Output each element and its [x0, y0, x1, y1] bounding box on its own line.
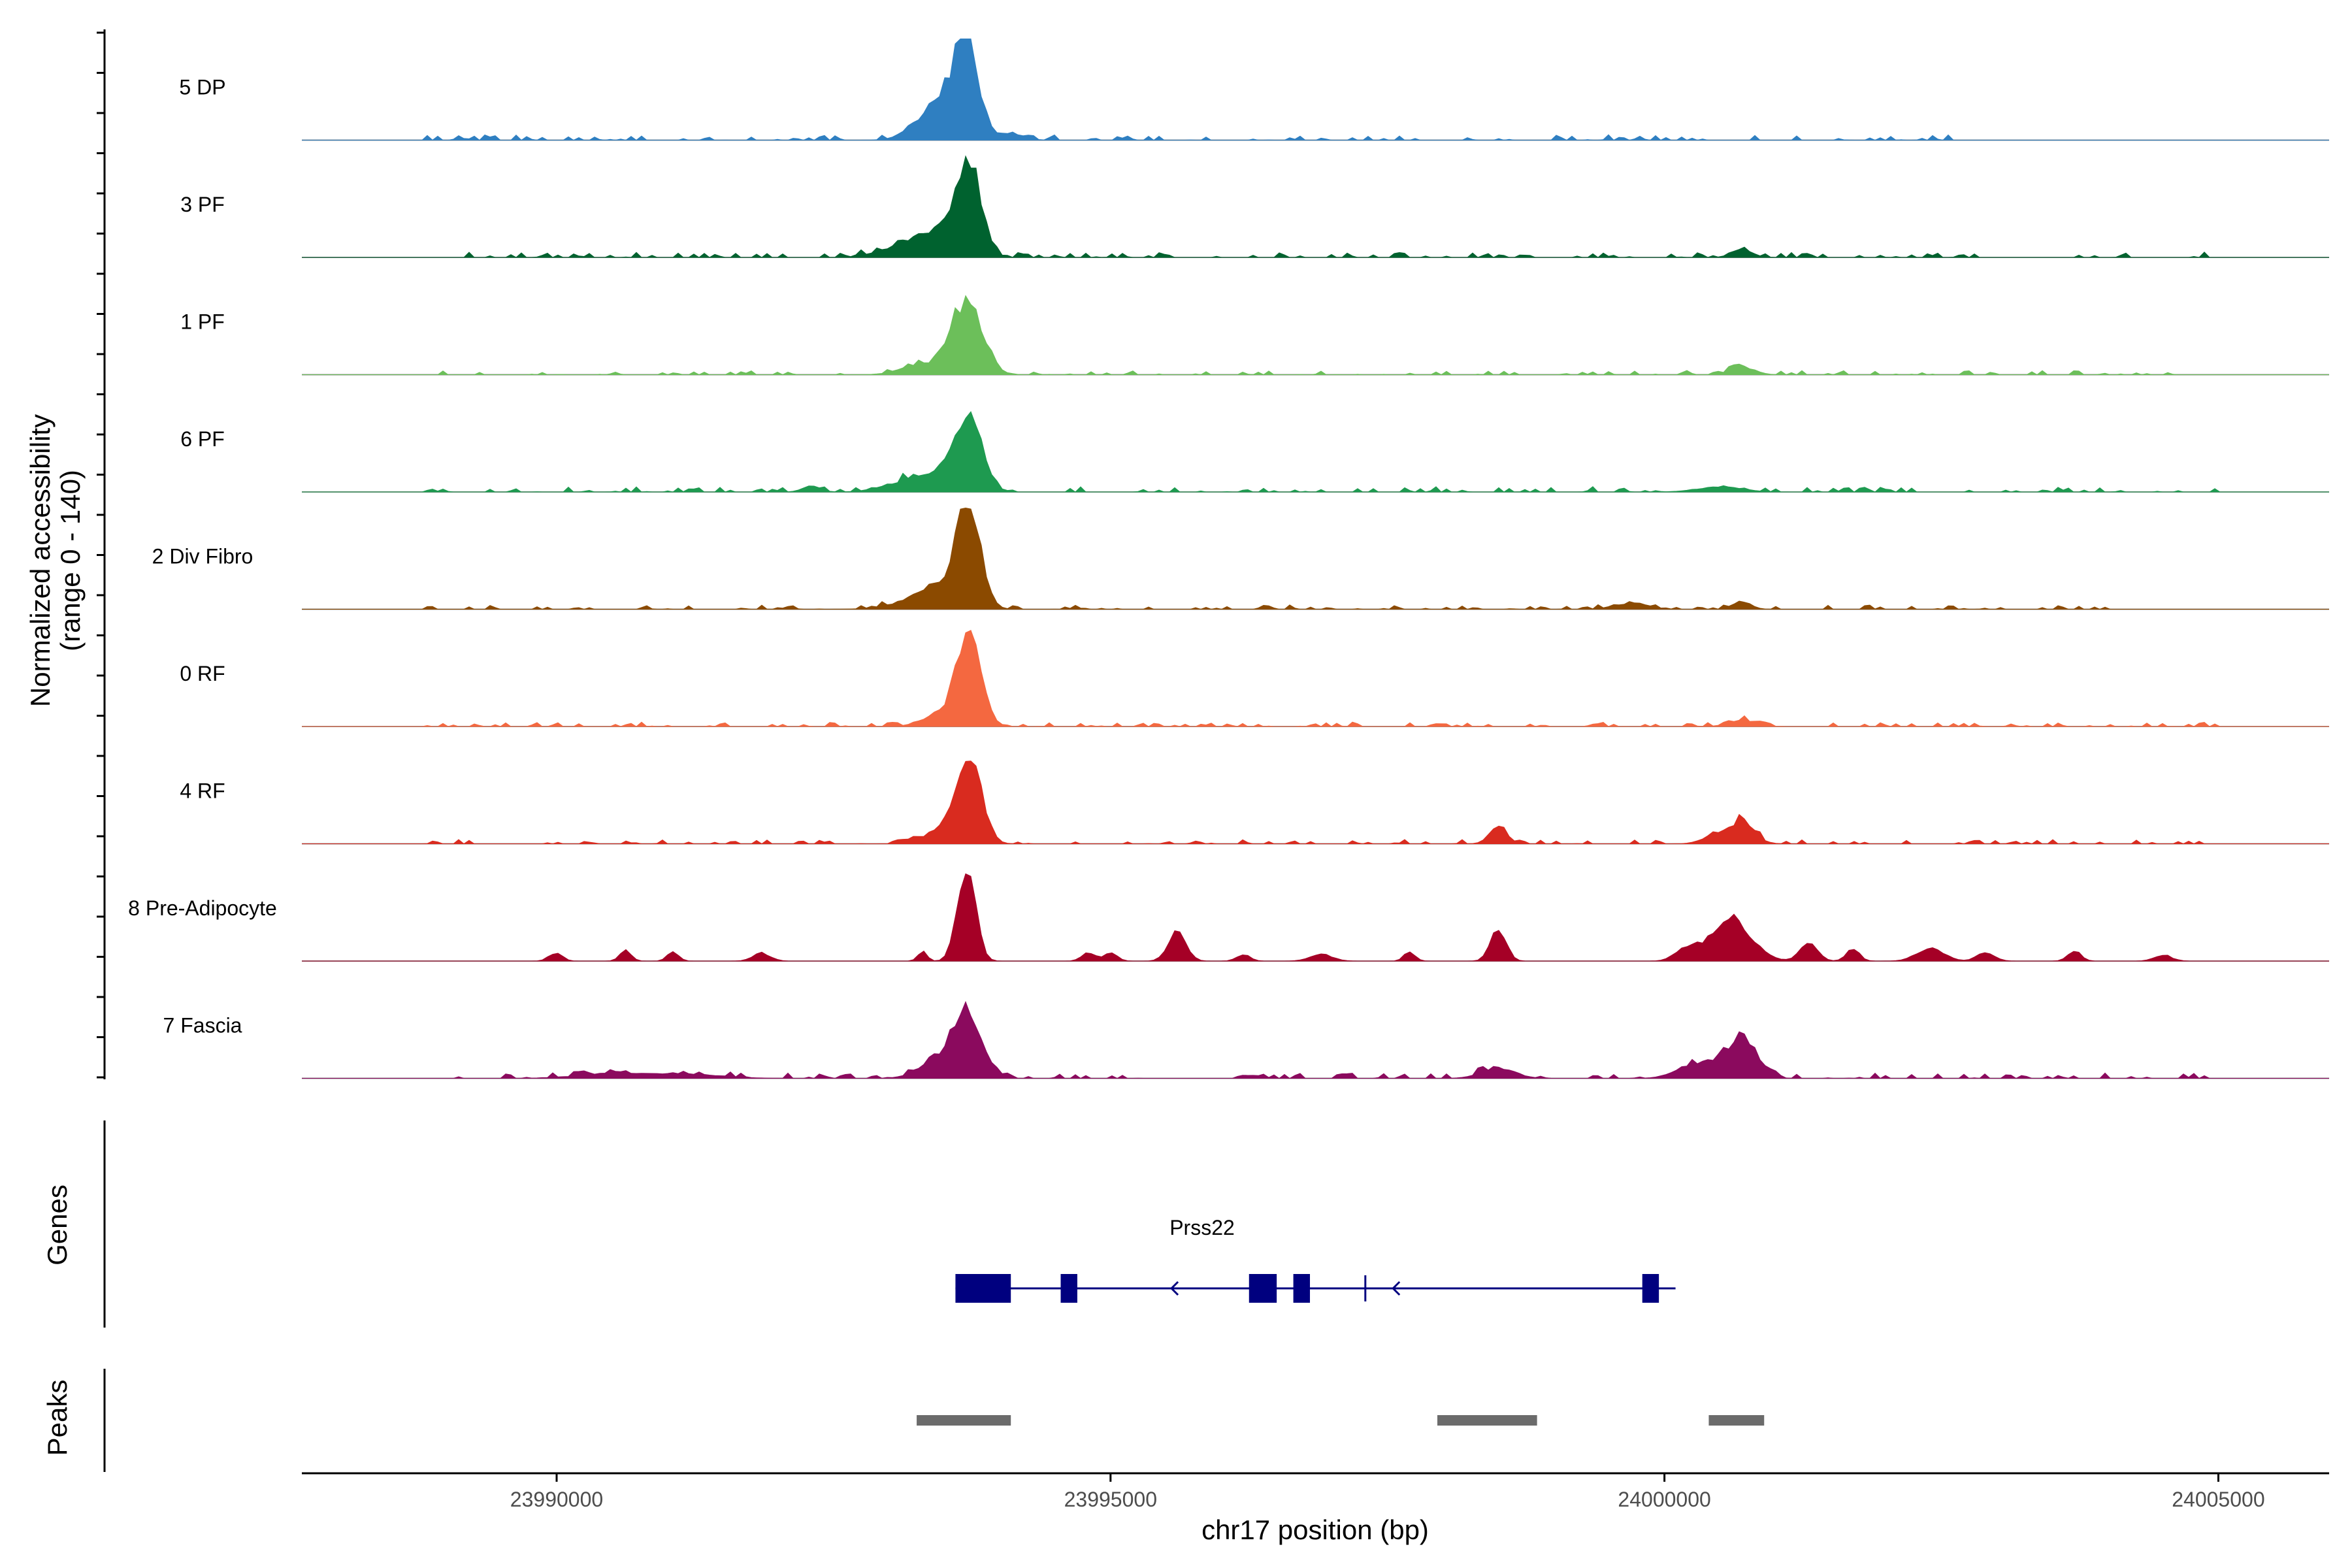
strand-arrow [1169, 1281, 1179, 1296]
peak-region [1437, 1415, 1537, 1426]
peak-region [917, 1415, 1011, 1426]
strand-arrow [1392, 1281, 1401, 1296]
coverage-area [302, 1001, 2329, 1079]
coverage-area [302, 873, 2329, 962]
x-axis-tick-label: 23995000 [1064, 1488, 1157, 1511]
gene-exon [1642, 1274, 1659, 1303]
coverage-area [302, 507, 2329, 610]
y-axis-label-line2: (range 0 - 140) [55, 470, 86, 651]
coverage-area [302, 411, 2329, 493]
x-axis-tick-label: 23990000 [510, 1488, 603, 1511]
genes-track-label: Genes [42, 1184, 73, 1266]
x-axis: 23990000 23995000 24000000 24005000 [302, 1472, 2329, 1511]
track-label: 7 Fascia [163, 1014, 242, 1037]
gene-name-label: Prss22 [1169, 1216, 1235, 1239]
track-label: 5 DP [179, 76, 225, 99]
strand-arrow [1064, 1281, 1074, 1296]
peaks-track [103, 1369, 1765, 1472]
track-label: 8 Pre-Adipocyte [128, 896, 277, 920]
track-label: 2 Div Fibro [152, 545, 253, 568]
strand-arrow [1294, 1281, 1303, 1296]
genes-track [103, 1120, 1676, 1328]
y-axis [97, 29, 106, 1079]
coverage-area [302, 760, 2329, 845]
coverage-area [302, 39, 2329, 141]
gene-exon [1060, 1274, 1077, 1303]
track-label: 4 RF [180, 779, 225, 803]
track-label: 6 PF [180, 427, 225, 451]
gene-exon [955, 1274, 1011, 1303]
coverage-area [302, 295, 2329, 376]
coverage-area [302, 155, 2329, 258]
track-label: 3 PF [180, 193, 225, 216]
peak-region [1708, 1415, 1765, 1426]
track-label: 1 PF [180, 310, 225, 334]
y-axis-label-line1: Normalized accessibility [25, 414, 56, 707]
coverage-tracks: 5 DP 3 PF 1 PF 6 PF 2 Div Fibro 0 RF 4 RF 8 Pre… [128, 39, 2329, 1079]
track-label: 0 RF [180, 662, 225, 685]
gene-exon [1249, 1274, 1277, 1303]
x-axis-title: chr17 position (bp) [1201, 1514, 1429, 1545]
x-axis-tick-label: 24000000 [1618, 1488, 1710, 1511]
x-axis-tick-label: 24005000 [2172, 1488, 2264, 1511]
coverage-area [302, 630, 2329, 727]
peaks-track-label: Peaks [42, 1380, 73, 1456]
